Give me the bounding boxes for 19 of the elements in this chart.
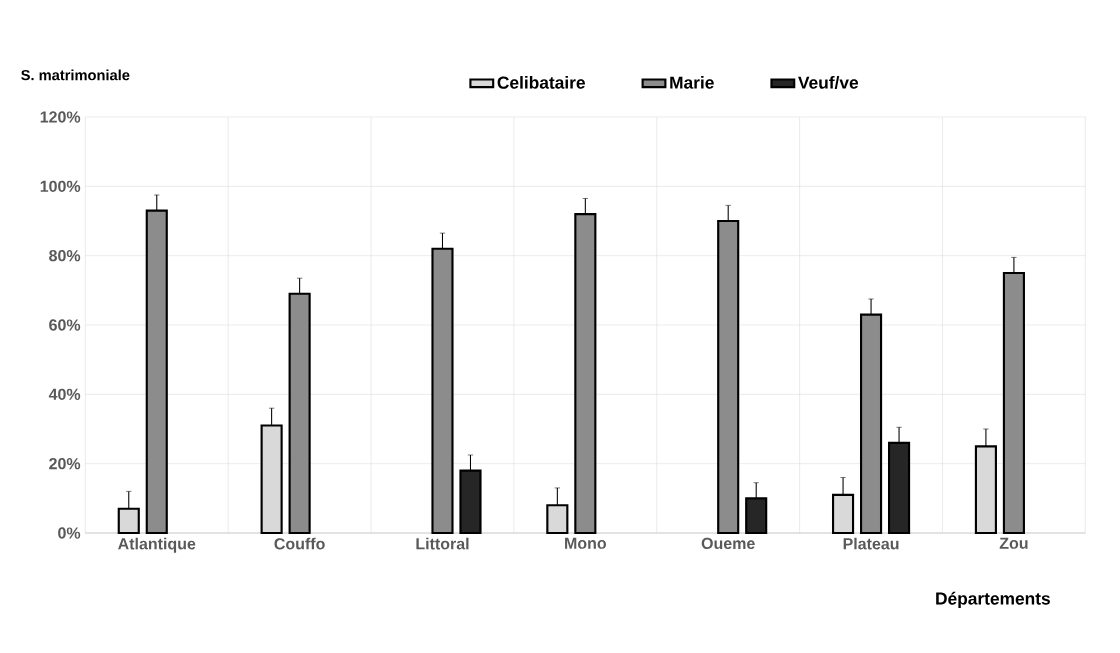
x-tick-label: Plateau — [843, 537, 899, 550]
legend-title: S. matrimoniale — [21, 69, 130, 81]
y-tick-label: 120% — [40, 111, 81, 123]
x-tick-label: Zou — [999, 537, 1028, 549]
x-tick-label: Couffo — [274, 537, 325, 550]
y-tick-label: 20% — [49, 458, 81, 470]
x-tick-label: Mono — [565, 537, 607, 549]
legend-label: Celibataire — [497, 76, 585, 89]
legend-label: Marie — [670, 76, 714, 89]
x-tick-label: Littoral — [416, 537, 469, 550]
x-axis-title: Départements — [936, 591, 1050, 609]
y-tick-label: 40% — [48, 388, 81, 400]
x-tick-label: Atlantique — [118, 537, 196, 553]
legend-label: Veuf/ve — [798, 76, 859, 89]
y-tick-label: 60% — [49, 319, 81, 331]
x-tick-label: Oueme — [701, 537, 755, 550]
y-tick-label: 80% — [49, 250, 81, 262]
y-tick-label: 100% — [40, 180, 81, 192]
y-tick-label: 0% — [58, 527, 81, 539]
